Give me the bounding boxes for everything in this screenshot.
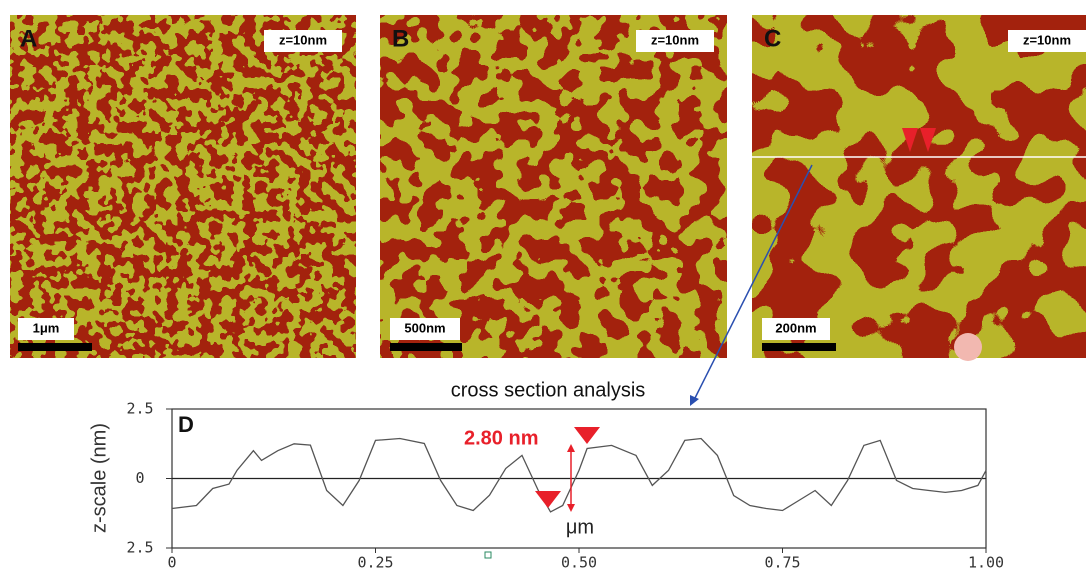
x-tick-label: 0.75	[764, 554, 800, 572]
panel-letter: A	[20, 25, 37, 52]
scale-bar	[390, 343, 462, 351]
y-tick-label: 0	[135, 469, 144, 487]
panel-letter: D	[178, 412, 194, 437]
scale-bar	[18, 343, 92, 351]
arrow-head	[690, 395, 699, 406]
y-tick-label: 2.5	[126, 400, 153, 418]
label-box	[390, 318, 460, 340]
cursor-marker	[535, 491, 561, 508]
panel-a: A z=10nm 1μm	[10, 15, 356, 358]
label-box	[762, 318, 830, 340]
arrow-head	[567, 444, 575, 512]
x-tick-label: 0.25	[357, 554, 393, 572]
scale-bar	[762, 343, 836, 351]
annotation: 2.80 nm	[464, 427, 538, 449]
x-tick-label: 0.50	[561, 554, 597, 572]
z-scale: z=10nm	[279, 32, 327, 47]
z-scale: z=10nm	[651, 32, 699, 47]
cursor-markers	[902, 128, 936, 152]
label-box	[636, 30, 714, 52]
y-axis-label: z-scale (nm)	[88, 423, 110, 533]
afm-image	[752, 15, 1086, 358]
panel-b: B z=10nm 500nm	[380, 15, 727, 358]
panel-letter: B	[392, 25, 409, 52]
scale-bar-label: 1μm	[33, 320, 60, 335]
x-tick-label: 0	[167, 554, 176, 572]
panel-letter: C	[764, 25, 781, 52]
x-axis-label: μm	[566, 516, 594, 538]
arrow	[693, 164, 813, 401]
label-box	[18, 318, 74, 340]
cursor-box	[484, 551, 492, 559]
panel-c: C z=10nm 200nm	[752, 15, 1086, 361]
scale-bar-label: 500nm	[404, 320, 445, 335]
particle	[954, 333, 982, 361]
chart-title: cross section analysis	[451, 379, 646, 401]
scale-bar-label: 200nm	[775, 320, 816, 335]
z-scale: z=10nm	[1023, 32, 1071, 47]
y-tick-label: 2.5	[126, 539, 153, 557]
afm-image	[10, 15, 356, 358]
afm-image	[380, 15, 727, 358]
cursor-marker	[574, 427, 600, 444]
profile-line	[171, 437, 987, 513]
label-box	[1008, 30, 1086, 52]
label-box	[264, 30, 342, 52]
x-tick-label: 1.00	[968, 554, 1004, 572]
